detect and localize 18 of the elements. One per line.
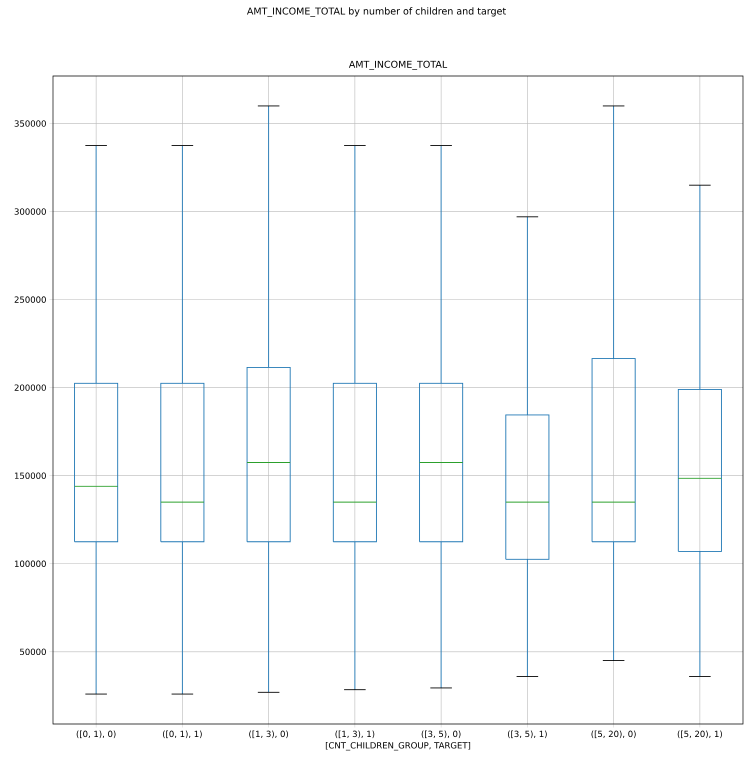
y-tick-label: 100000 (14, 560, 46, 567)
y-tick-label: 50000 (20, 648, 46, 656)
x-tick-label: ([0, 1), 0) (76, 730, 116, 738)
x-axis-title: [CNT_CHILDREN_GROUP, TARGET] (326, 742, 470, 750)
x-tick-label: ([1, 3), 1) (335, 730, 374, 738)
y-tick-label: 300000 (14, 208, 46, 215)
x-tick-label: ([5, 20), 1) (678, 730, 722, 738)
y-tick-label: 350000 (14, 120, 46, 127)
x-tick-label: ([3, 5), 0) (422, 730, 461, 738)
y-tick-label: 250000 (14, 296, 46, 303)
x-tick-label: ([3, 5), 1) (508, 730, 547, 738)
chart-title: AMT_INCOME_TOTAL by number of children and target (246, 7, 506, 17)
y-tick-label: 150000 (14, 472, 46, 479)
chart-subtitle: AMT_INCOME_TOTAL (348, 60, 448, 70)
x-tick-label: ([0, 1), 1) (162, 730, 202, 738)
x-tick-label: ([1, 3), 0) (249, 730, 288, 738)
y-tick-label: 200000 (14, 384, 46, 391)
x-tick-label: ([5, 20), 0) (592, 730, 636, 738)
